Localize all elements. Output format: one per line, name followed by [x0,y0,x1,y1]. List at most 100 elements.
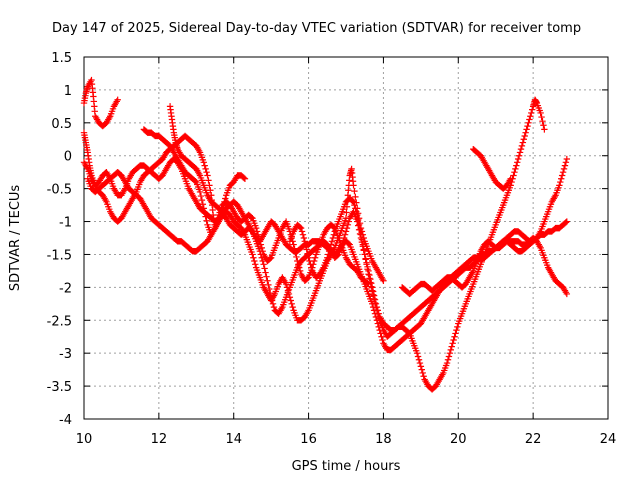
data-point [358,236,366,243]
data-point [563,155,571,163]
data-point [379,336,386,344]
x-tick-label: 14 [225,432,242,447]
data-point [301,238,309,245]
data-point [373,307,381,314]
data-point [330,231,338,238]
data-point [311,254,319,261]
data-point [213,218,221,225]
data-point [328,238,336,245]
data-point [378,333,385,340]
data-point [339,238,347,245]
data-point [291,245,298,252]
data-point [371,299,379,307]
data-point [512,165,519,173]
data-point [200,205,207,212]
data-point [515,152,523,159]
y-tick-label: -4 [59,413,72,428]
data-point [558,175,565,182]
data-point [380,277,387,284]
data-point [297,224,305,232]
data-point [300,234,308,242]
data-point [307,261,314,268]
data-point [282,280,290,288]
data-point [529,106,536,113]
data-point [249,251,256,258]
data-point [296,267,304,275]
data-point [299,231,307,238]
data-point [197,192,205,200]
data-point [418,366,425,373]
data-point [520,136,527,143]
y-tick-label: 1 [64,84,72,99]
data-point [289,303,296,311]
data-point [519,139,527,146]
data-point [523,126,530,133]
data-point [308,264,315,271]
data-point [370,295,378,303]
data-point [511,168,518,176]
data-point [452,330,459,337]
data-point [260,261,267,268]
data-point [240,174,248,182]
data-point [516,149,524,156]
data-point [327,241,335,248]
data-point [521,132,528,140]
x-tick-label: 12 [151,432,168,447]
data-point [303,246,310,253]
data-point [267,289,274,297]
data-point [528,109,535,117]
data-point [451,333,458,340]
data-point [205,177,212,184]
plot-frame [83,56,609,420]
data-point [211,224,219,232]
data-point [368,283,375,290]
data-point [290,241,297,248]
data-point [325,247,333,255]
data-point [374,310,382,317]
data-point [292,249,299,257]
data-point [204,172,211,179]
data-point [362,256,369,263]
data-point [287,297,294,304]
data-point [563,290,571,298]
y-tick-label: -3 [59,347,72,362]
data-point [267,255,274,262]
data-point [214,215,222,222]
data-point [202,213,209,220]
data-point [293,253,300,261]
data-point [514,159,521,166]
data-point [507,175,514,182]
data-point [263,273,270,280]
data-point [351,201,358,209]
data-point [304,250,311,257]
y-tick-label: 0 [64,150,72,165]
series-track-9 [470,145,514,192]
data-point [374,320,382,327]
data-point [267,294,275,301]
data-point [365,271,372,278]
data-point [268,297,276,304]
data-point [514,155,522,163]
data-point [305,254,312,261]
data-point [369,291,377,298]
data-point [513,162,520,169]
data-point [261,265,268,272]
data-point [269,300,277,308]
data-point [192,178,199,185]
x-tick-label: 24 [600,432,617,447]
grid-layer [84,57,608,419]
data-point [298,228,306,235]
data-point [334,252,341,259]
data-point [258,244,265,252]
data-point [517,145,525,153]
data-point [364,266,371,273]
data-point [199,201,207,208]
data-point [329,234,337,242]
data-point [325,251,332,258]
data-point [416,359,424,367]
data-point [343,209,350,216]
data-point [259,257,266,265]
y-tick-label: -2 [59,281,72,296]
x-tick-label: 10 [76,432,93,447]
